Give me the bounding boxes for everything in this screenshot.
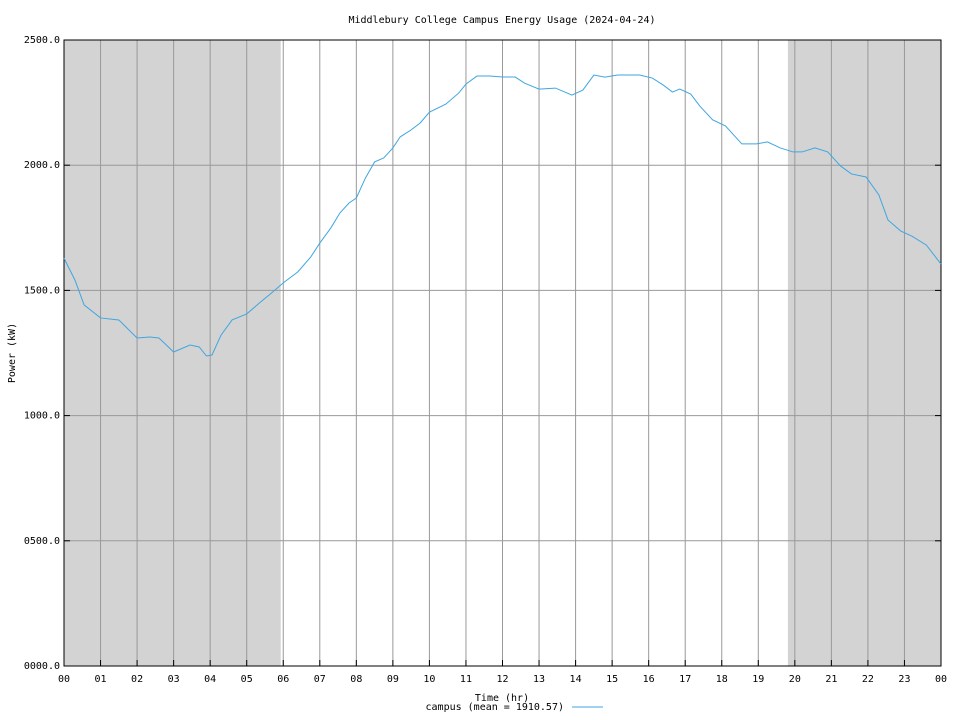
x-tick-label: 20 <box>789 674 801 685</box>
y-tick-label: 2000.0 <box>24 160 60 171</box>
shaded-region <box>787 40 941 666</box>
plot-frame <box>63 39 942 667</box>
x-tick-label: 02 <box>131 674 143 685</box>
x-tick-label: 10 <box>423 674 435 685</box>
x-tick-label: 18 <box>716 674 728 685</box>
data-line <box>63 74 942 357</box>
x-tick-label: 15 <box>606 674 618 685</box>
x-tick-label: 17 <box>679 674 691 685</box>
x-tick-label: 21 <box>825 674 837 685</box>
x-tick-label: 04 <box>204 674 216 685</box>
x-tick-label: 05 <box>241 674 253 685</box>
y-tick-label: 0000.0 <box>24 661 60 672</box>
y-tick-label: 2500.0 <box>24 35 60 46</box>
y-axis-label: Power (kW) <box>7 323 18 383</box>
y-tick-label: 0500.0 <box>24 536 60 547</box>
x-axis-label: Time (hr) <box>475 693 529 704</box>
x-tick-label: 06 <box>277 674 289 685</box>
x-tick-label: 00 <box>58 674 70 685</box>
x-tick-label: 00 <box>935 674 947 685</box>
x-tick-label: 23 <box>898 674 910 685</box>
x-tick-label: 19 <box>752 674 764 685</box>
y-tick-label: 1000.0 <box>24 411 60 422</box>
x-tick-label: 09 <box>387 674 399 685</box>
shaded-region <box>64 40 281 666</box>
x-tick-label: 07 <box>314 674 326 685</box>
x-tick-label: 01 <box>95 674 107 685</box>
chart-title: Middlebury College Campus Energy Usage (… <box>348 15 655 26</box>
x-tick-label: 12 <box>496 674 508 685</box>
legend-label: campus (mean = 1910.57) <box>426 702 564 713</box>
x-tick-label: 22 <box>862 674 874 685</box>
x-tick-label: 14 <box>570 674 582 685</box>
x-tick-label: 13 <box>533 674 545 685</box>
x-tick-label: 03 <box>168 674 180 685</box>
y-tick-label: 1500.0 <box>24 285 60 296</box>
x-tick-label: 11 <box>460 674 472 685</box>
x-tick-label: 08 <box>350 674 362 685</box>
x-tick-label: 16 <box>643 674 655 685</box>
